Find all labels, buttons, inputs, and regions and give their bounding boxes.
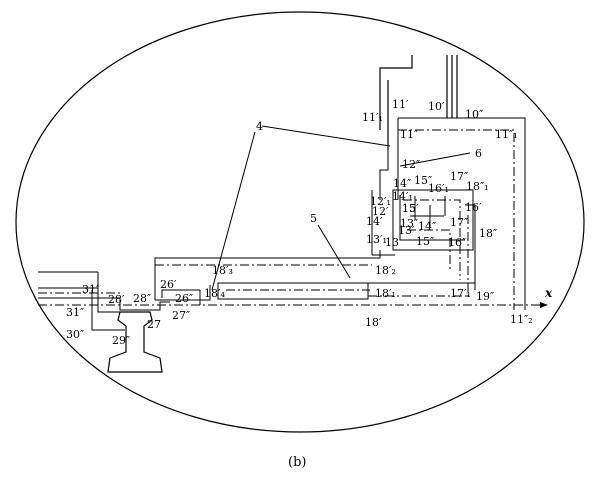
label-18pp: 18″ (479, 227, 497, 240)
horizontal-runs (154, 250, 475, 301)
label-15p: 15′ (402, 202, 419, 215)
label-13pp: 13″ (400, 217, 418, 230)
left-rail-lines (38, 271, 201, 331)
label-13p: 13′ (398, 224, 415, 237)
label-29pp: 29″ (112, 334, 130, 347)
rail-profile (107, 311, 163, 373)
label-11p: 11′ (392, 98, 409, 111)
label-27: 27 (147, 318, 161, 331)
figure-caption: (b) (288, 455, 306, 470)
label-16p: 16′ (465, 201, 482, 214)
label-18p: 18′ (365, 316, 382, 329)
label-16pp: 16″ (448, 236, 466, 249)
label-30pp: 30″ (66, 328, 84, 341)
label-17pp: 17″ (450, 170, 468, 183)
label-26pp: 26″ (175, 292, 193, 305)
label-11-1: 11′₁ (362, 111, 383, 124)
label-15pp: 15″ (414, 174, 432, 187)
label-31p: 31′ (82, 283, 99, 296)
label-18-3: 18′₃ (212, 264, 233, 277)
label-10pp: 10″ (465, 108, 483, 121)
label-6: 6 (475, 147, 482, 160)
label-12pp: 12″ (402, 158, 420, 171)
label-18-1: 18′₁ (375, 287, 396, 300)
label-15: 15 (402, 202, 416, 215)
label-14pp2: 14″ (418, 220, 436, 233)
right-boxes (371, 117, 526, 310)
label-5: 5 (310, 212, 317, 225)
label-14-1: 14′₁ (392, 190, 413, 203)
label-10p: 10′ (428, 100, 445, 113)
label-13: 13 (385, 236, 399, 249)
label-16p-1: 16′₁ (428, 182, 449, 195)
x-axis (38, 302, 548, 308)
label-14pp: 14″ (393, 177, 411, 190)
label-17-1: 17′₁ (450, 287, 471, 300)
label-11pp-2: 11″₂ (510, 313, 533, 326)
label-12-1: 12′₁ (370, 195, 391, 208)
top-pipes (379, 55, 458, 150)
label-12p: 12′ (372, 205, 389, 218)
label-11pp-1: 11″₁ (495, 128, 518, 141)
label-14p: 14′ (366, 215, 383, 228)
label-17pp2: 17″ (450, 216, 468, 229)
label-31pp: 31″ (66, 306, 84, 319)
label-15pp2: 15″ (416, 235, 434, 248)
central-cluster (392, 189, 476, 298)
label-26p: 26′ (160, 278, 177, 291)
label-4: 4 (256, 120, 263, 133)
label-28pp: 28″ (133, 292, 151, 305)
outer-ellipse (15, 11, 585, 433)
leader-lines (211, 125, 471, 291)
label-18-2: 18′₂ (375, 264, 396, 277)
label-19pp: 19″ (476, 290, 494, 303)
label-18-4: 18′₄ (204, 287, 225, 300)
label-13-1: 13′₁ (366, 233, 387, 246)
label-28p: 28′ (108, 293, 125, 306)
x-axis-label: x (544, 286, 553, 300)
labels: 4 5 6 10′ 10″ 11′₁ 11′ 11″ 11″₁ 11″₂ 12″… (66, 98, 553, 347)
label-27pp: 27″ (172, 309, 190, 322)
label-18pp-1: 18″₁ (466, 180, 489, 193)
label-11pp: 11″ (400, 128, 418, 141)
